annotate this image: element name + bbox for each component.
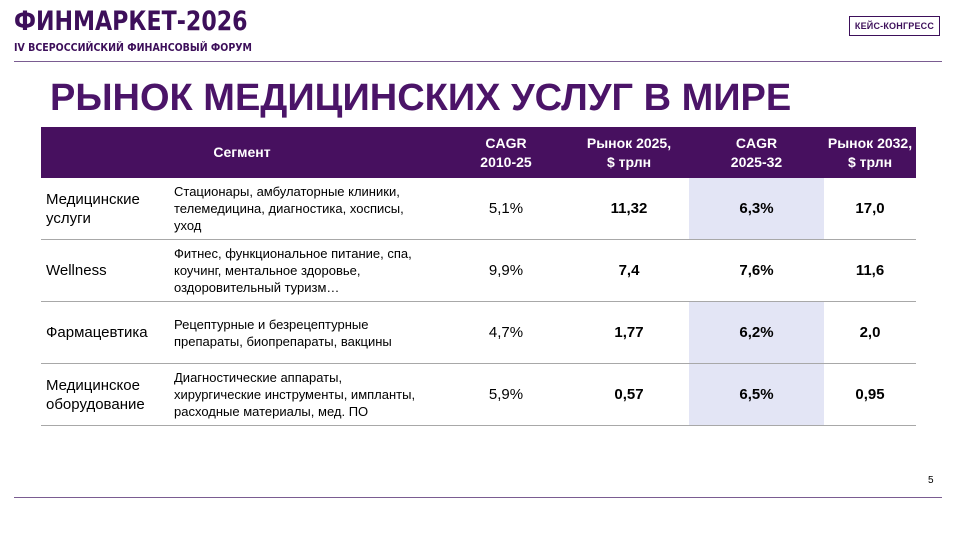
table-header-row: Сегмент CAGR 2010-25 Рынок 2025, $ трлн CA… xyxy=(41,127,916,178)
cagr-2025-32-value: 6,2% xyxy=(689,301,824,364)
footer-divider xyxy=(14,497,942,498)
market-2025-value: 0,57 xyxy=(569,363,689,426)
header-market-2025: Рынок 2025, $ трлн xyxy=(569,127,689,178)
market-2025-value: 1,77 xyxy=(569,301,689,364)
segment-name: Wellness xyxy=(41,239,174,302)
header-market-2032: Рынок 2032, $ трлн xyxy=(824,127,916,178)
logo-title: ФИНМАРКЕТ-2026 xyxy=(14,6,248,37)
market-table: Сегмент CAGR 2010-25 Рынок 2025, $ трлн CA… xyxy=(41,127,916,426)
cagr-2010-25-value: 5,9% xyxy=(443,363,569,426)
market-2032-value: 0,95 xyxy=(824,363,916,426)
event-badge: КЕЙС-КОНГРЕСС xyxy=(849,16,940,36)
header-segment: Сегмент xyxy=(41,127,443,178)
cagr-2025-32-value: 6,3% xyxy=(689,178,824,240)
header-divider xyxy=(14,61,942,62)
cagr-2010-25-value: 4,7% xyxy=(443,301,569,364)
cagr-2025-32-value: 7,6% xyxy=(689,239,824,302)
segment-name: Медицинские услуги xyxy=(41,178,174,240)
market-2032-value: 17,0 xyxy=(824,178,916,240)
table-row: Wellness Фитнес, функциональное питание,… xyxy=(41,239,916,302)
segment-name: Медицинское оборудование xyxy=(41,363,174,426)
cagr-2010-25-value: 5,1% xyxy=(443,178,569,240)
segment-name: Фармацевтика xyxy=(41,301,174,364)
segment-description: Диагностические аппараты, хирургические и… xyxy=(174,363,443,426)
cagr-2025-32-value: 6,5% xyxy=(689,363,824,426)
segment-description: Фитнес, функциональное питание, спа, коуч… xyxy=(174,239,443,302)
market-2032-value: 11,6 xyxy=(824,239,916,302)
table-row: Медицинское оборудование Диагностические … xyxy=(41,363,916,426)
header-cagr-2010-25: CAGR 2010-25 xyxy=(443,127,569,178)
market-2025-value: 11,32 xyxy=(569,178,689,240)
table-row: Фармацевтика Рецептурные и безрецептурны… xyxy=(41,301,916,364)
segment-description: Стационары, амбулаторные клиники, телемед… xyxy=(174,178,443,240)
market-2025-value: 7,4 xyxy=(569,239,689,302)
cagr-2010-25-value: 9,9% xyxy=(443,239,569,302)
segment-description: Рецептурные и безрецептурные препараты, б… xyxy=(174,301,443,364)
page-number: 5 xyxy=(928,475,934,486)
table-row: Медицинские услуги Стационары, амбулаторн… xyxy=(41,178,916,240)
page-title: РЫНОК МЕДИЦИНСКИХ УСЛУГ В МИРЕ xyxy=(50,77,792,119)
header-cagr-2025-32: CAGR 2025-32 xyxy=(689,127,824,178)
market-2032-value: 2,0 xyxy=(824,301,916,364)
logo-subtitle: IV ВСЕРОССИЙСКИЙ ФИНАНСОВЫЙ ФОРУМ xyxy=(14,41,252,54)
